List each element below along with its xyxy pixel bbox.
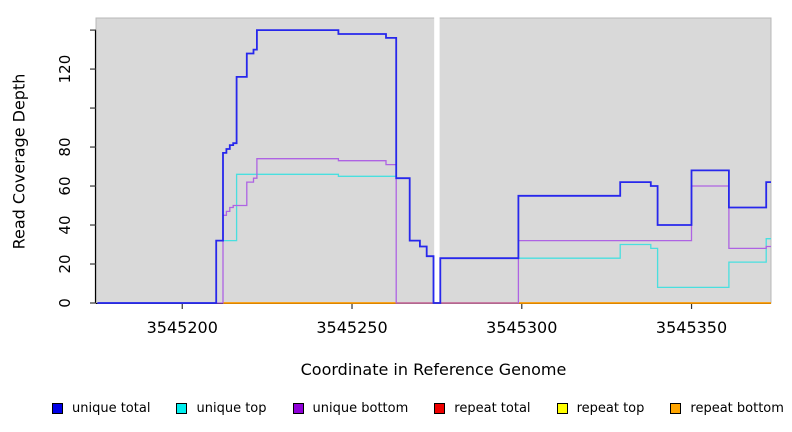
series-unique-bottom: [97, 158, 771, 304]
legend-label: unique total: [72, 401, 151, 416]
legend-label: repeat bottom: [690, 401, 784, 416]
legend-item-repeat-total: repeat total: [434, 401, 531, 416]
legend-swatch-unique-top: [176, 403, 188, 414]
legend-item-unique-top: unique top: [176, 401, 267, 416]
y-tick-label: 40: [56, 215, 74, 234]
y-axis-title: Read Coverage Depth: [9, 73, 29, 250]
x-axis-title: Coordinate in Reference Genome: [300, 360, 567, 379]
x-tick-label: 3545350: [656, 318, 727, 337]
legend-swatch-repeat-bottom: [670, 403, 682, 414]
coverage-chart-canvas: 3545200 3545250 3545300 3545350 0 20 40 60 80 120: [56, 17, 772, 337]
legend-item-unique-total: unique total: [52, 401, 150, 416]
x-tick-label: 3545300: [486, 318, 557, 337]
y-tick-label: 120: [56, 55, 74, 84]
legend-swatch-repeat-top: [556, 403, 568, 414]
y-tick-label: 0: [56, 298, 74, 308]
y-tick-label: 60: [56, 176, 74, 195]
legend-item-unique-bottom: unique bottom: [292, 401, 409, 416]
y-tick-label: 20: [56, 254, 74, 273]
legend-label: unique bottom: [312, 401, 409, 416]
x-tick-label: 3545250: [316, 318, 387, 337]
masked-region-band: [434, 17, 440, 302]
y-tick-label: 80: [56, 138, 74, 157]
legend-item-repeat-bottom: repeat bottom: [670, 401, 784, 416]
x-tick-label: 3545200: [147, 318, 218, 337]
series-unique-total: [97, 29, 771, 304]
legend-swatch-unique-bottom: [292, 403, 304, 414]
legend-swatch-repeat-total: [434, 403, 446, 414]
legend-swatch-unique-total: [52, 403, 63, 414]
legend-label: unique top: [196, 401, 267, 416]
chart-legend: unique total unique top unique bottom repea…: [52, 401, 784, 416]
legend-label: repeat total: [454, 401, 531, 416]
legend-label: repeat top: [576, 401, 645, 416]
legend-item-repeat-top: repeat top: [556, 401, 645, 416]
